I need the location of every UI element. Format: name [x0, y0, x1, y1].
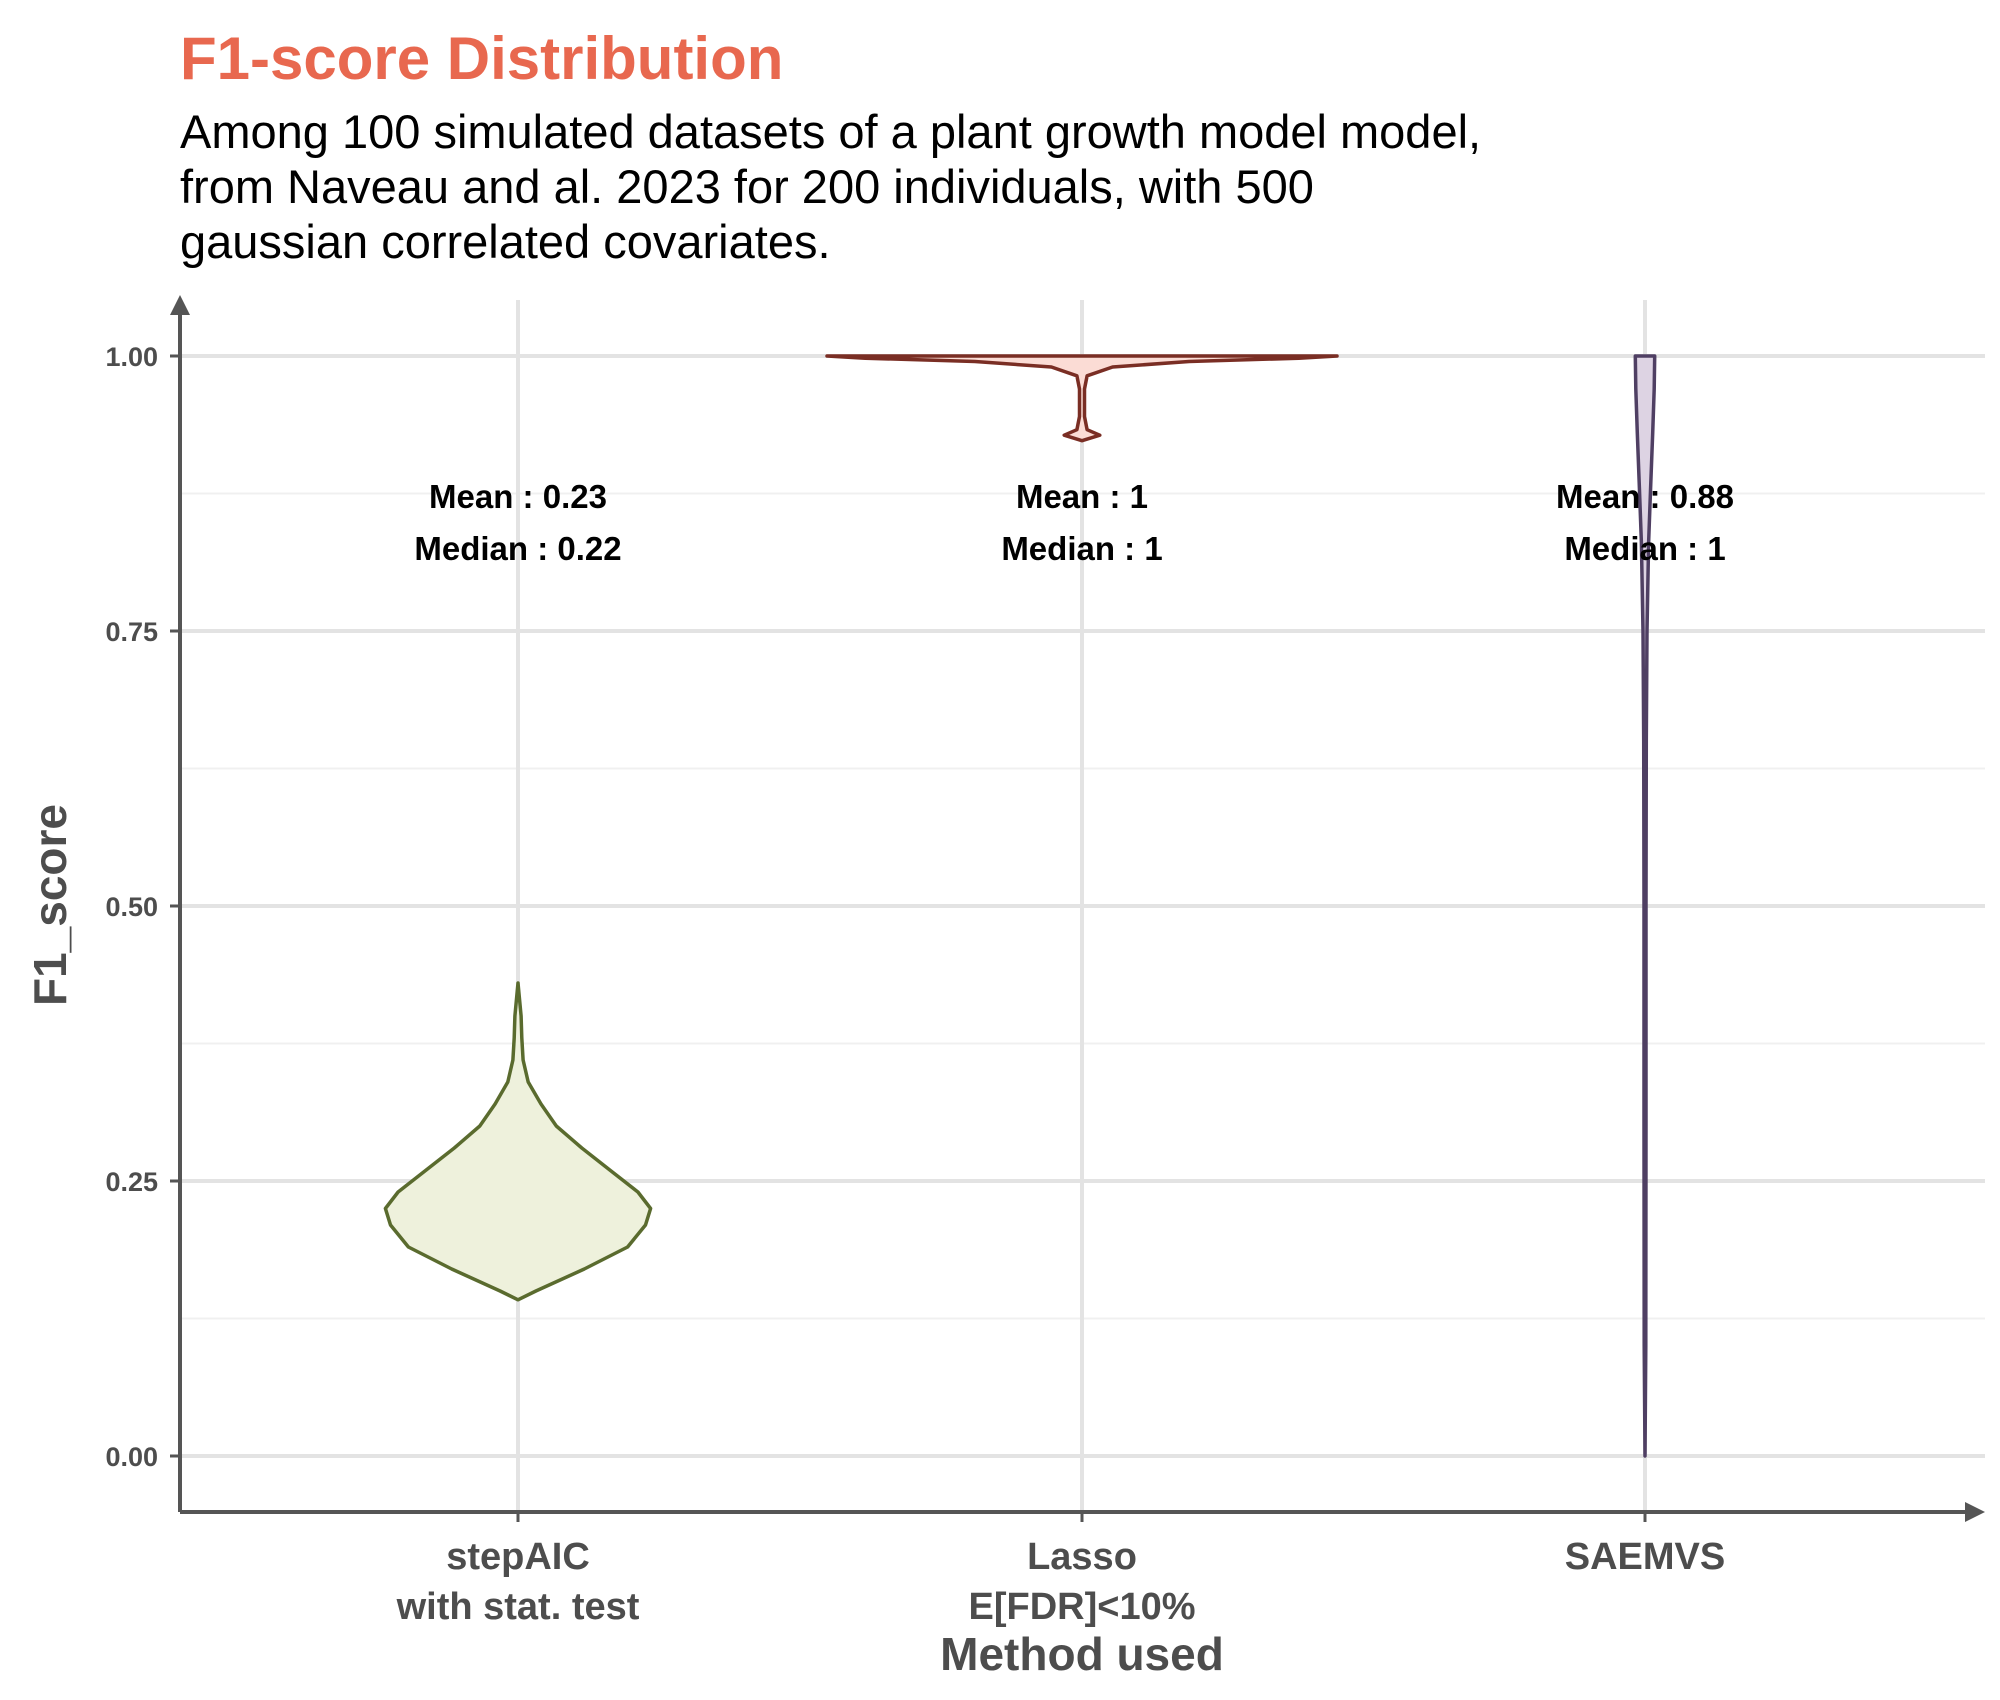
subtitle-line: gaussian correlated covariates.: [180, 215, 831, 268]
mean-label: Mean : 1: [1016, 478, 1148, 515]
y-axis-arrow: [170, 295, 190, 315]
y-tick-label: 0.25: [105, 1167, 158, 1197]
mean-label: Mean : 0.23: [429, 478, 607, 515]
y-tick-label: 0.00: [105, 1442, 158, 1472]
mean-label: Mean : 0.88: [1556, 478, 1734, 515]
x-tick-label: with stat. test: [396, 1586, 640, 1628]
x-tick-label: stepAIC: [446, 1536, 590, 1578]
violins: [383, 354, 1657, 1458]
median-label: Median : 1: [1001, 530, 1162, 567]
y-axis-title: F1_score: [24, 804, 76, 1006]
chart-title: F1-score Distribution: [180, 25, 784, 92]
x-tick-label: Lasso: [1027, 1536, 1137, 1578]
x-tick-label: SAEMVS: [1565, 1536, 1725, 1578]
x-axis-title: Method used: [940, 1628, 1224, 1680]
subtitle-line: Among 100 simulated datasets of a plant …: [180, 105, 1482, 158]
median-label: Median : 1: [1564, 530, 1725, 567]
violin-3: [1633, 354, 1657, 1458]
axes: 0.00 0.25 0.50 0.75 1.00 stepAIC with stat. te…: [105, 295, 1985, 1628]
y-tick-label: 1.00: [105, 342, 158, 372]
y-tick-label: 0.50: [105, 892, 158, 922]
violin-2: [825, 354, 1339, 443]
violin-1: [383, 981, 653, 1302]
y-tick-label: 0.75: [105, 617, 158, 647]
chart-subtitle: Among 100 simulated datasets of a plant …: [180, 104, 1680, 269]
median-label: Median : 0.22: [414, 530, 621, 567]
x-axis-arrow: [1965, 1502, 1985, 1522]
annotations: Mean : 0.23 Median : 0.22 Mean : 1 Median :…: [414, 478, 1734, 567]
grid-lines: [180, 300, 1985, 1512]
subtitle-line: from Naveau and al. 2023 for 200 individ…: [180, 160, 1314, 213]
x-tick-label: E[FDR]<10%: [969, 1586, 1196, 1628]
